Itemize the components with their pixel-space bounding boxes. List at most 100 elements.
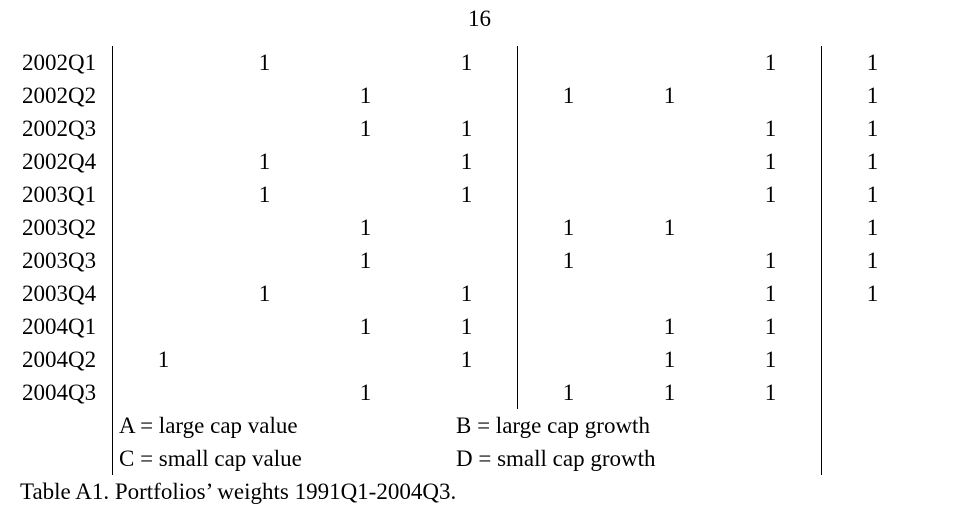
row-label: 2002Q2 <box>20 79 113 112</box>
cell: 1 <box>720 376 822 409</box>
cell: 1 <box>619 310 720 343</box>
cell <box>518 277 620 310</box>
cell: 1 <box>315 310 416 343</box>
cell: 1 <box>416 343 518 376</box>
cell: 1 <box>416 277 518 310</box>
cell <box>113 46 215 79</box>
cell <box>518 178 620 211</box>
cell <box>619 244 720 277</box>
row-label: 2004Q1 <box>20 310 113 343</box>
cell: 1 <box>822 211 924 244</box>
cell: 1 <box>720 277 822 310</box>
cell <box>315 343 416 376</box>
cell <box>113 376 215 409</box>
cell <box>619 178 720 211</box>
page-number: 16 <box>0 0 959 32</box>
cell: 1 <box>720 46 822 79</box>
cell <box>619 112 720 145</box>
cell: 1 <box>619 211 720 244</box>
legend-c: C = small cap value <box>113 442 417 475</box>
cell: 1 <box>315 211 416 244</box>
cell <box>822 376 924 409</box>
cell <box>720 79 822 112</box>
cell <box>315 178 416 211</box>
cell: 1 <box>214 46 315 79</box>
cell <box>113 178 215 211</box>
row-label: 2004Q2 <box>20 343 113 376</box>
cell: 1 <box>619 79 720 112</box>
cell: 1 <box>822 277 924 310</box>
cell <box>113 211 215 244</box>
row-label: 2002Q1 <box>20 46 113 79</box>
cell <box>518 343 620 376</box>
cell <box>214 79 315 112</box>
cell <box>214 376 315 409</box>
cell: 1 <box>416 46 518 79</box>
page: 16 2002Q111112002Q211112002Q311112002Q41… <box>0 0 959 519</box>
cell <box>113 310 215 343</box>
cell <box>113 277 215 310</box>
row-label: 2002Q4 <box>20 145 113 178</box>
cell <box>416 211 518 244</box>
row-label: 2003Q3 <box>20 244 113 277</box>
cell: 1 <box>113 343 215 376</box>
cell <box>518 46 620 79</box>
cell: 1 <box>315 112 416 145</box>
cell <box>720 211 822 244</box>
cell: 1 <box>416 112 518 145</box>
legend-b: B = large cap growth <box>416 409 822 442</box>
cell: 1 <box>518 244 620 277</box>
cell <box>113 112 215 145</box>
cell: 1 <box>619 343 720 376</box>
cell <box>214 211 315 244</box>
cell <box>619 46 720 79</box>
row-label: 2003Q4 <box>20 277 113 310</box>
cell: 1 <box>822 46 924 79</box>
cell <box>214 310 315 343</box>
cell: 1 <box>214 277 315 310</box>
cell: 1 <box>518 211 620 244</box>
cell: 1 <box>822 79 924 112</box>
cell <box>315 145 416 178</box>
cell <box>822 343 924 376</box>
cell: 1 <box>822 178 924 211</box>
cell: 1 <box>720 145 822 178</box>
cell <box>113 79 215 112</box>
legend-a: A = large cap value <box>113 409 417 442</box>
cell: 1 <box>822 244 924 277</box>
cell <box>822 310 924 343</box>
table-caption: Table A1. Portfolios’ weights 1991Q1-200… <box>20 479 959 505</box>
cell: 1 <box>416 310 518 343</box>
cell <box>416 376 518 409</box>
cell <box>518 310 620 343</box>
row-label: 2003Q2 <box>20 211 113 244</box>
legend-d: D = small cap growth <box>416 442 822 475</box>
row-label: 2002Q3 <box>20 112 113 145</box>
cell <box>113 145 215 178</box>
cell <box>416 79 518 112</box>
cell <box>619 277 720 310</box>
cell: 1 <box>518 79 620 112</box>
cell <box>518 145 620 178</box>
cell <box>214 112 315 145</box>
cell: 1 <box>619 376 720 409</box>
cell: 1 <box>720 310 822 343</box>
cell <box>214 343 315 376</box>
cell <box>315 277 416 310</box>
cell <box>416 244 518 277</box>
cell <box>315 46 416 79</box>
cell: 1 <box>822 112 924 145</box>
row-label: 2004Q3 <box>20 376 113 409</box>
cell: 1 <box>214 178 315 211</box>
weights-table: 2002Q111112002Q211112002Q311112002Q41111… <box>20 46 923 475</box>
cell: 1 <box>315 79 416 112</box>
cell: 1 <box>315 376 416 409</box>
cell: 1 <box>720 178 822 211</box>
cell <box>113 244 215 277</box>
cell: 1 <box>822 145 924 178</box>
cell <box>518 112 620 145</box>
cell <box>214 244 315 277</box>
cell <box>619 145 720 178</box>
cell: 1 <box>518 376 620 409</box>
cell: 1 <box>720 112 822 145</box>
